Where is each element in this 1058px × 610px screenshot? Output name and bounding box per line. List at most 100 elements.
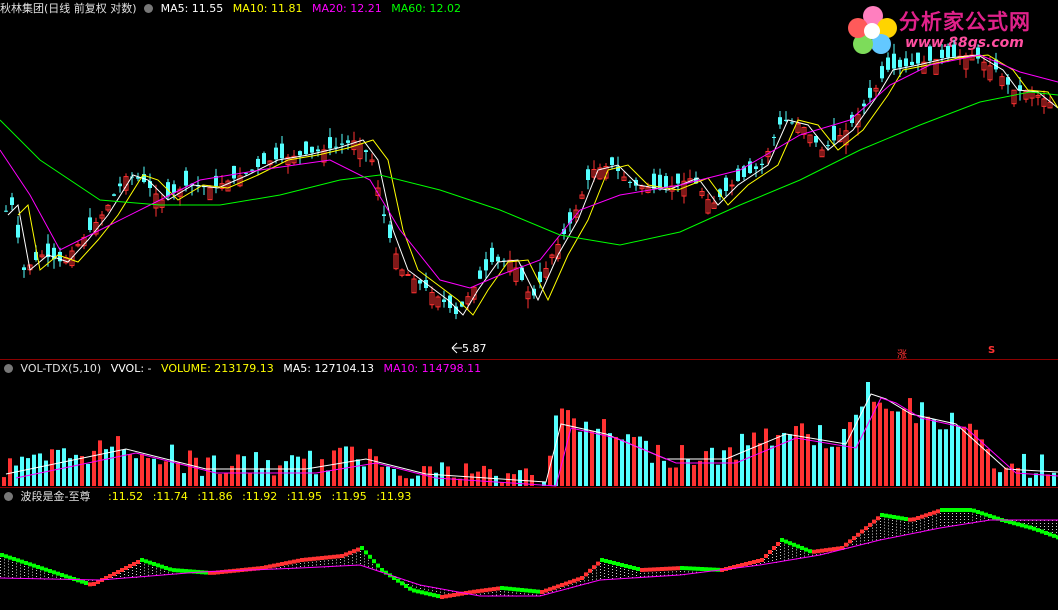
candle-body — [484, 259, 488, 271]
wave-step — [512, 587, 516, 592]
wave-fill-dot — [936, 523, 937, 525]
wave-title[interactable]: 波段是金-至尊 — [20, 490, 91, 503]
wave-fill-dot — [1056, 532, 1057, 533]
wave-fill-dot — [648, 572, 649, 574]
settings-icon[interactable] — [4, 491, 13, 501]
wave-fill-dot — [596, 578, 597, 580]
wave-fill-dot — [4, 574, 5, 576]
wave-fill-dot — [792, 550, 793, 552]
wave-fill-dot — [936, 514, 937, 516]
volume-bar — [290, 455, 294, 486]
wave-step — [624, 564, 628, 568]
wave-fill-dot — [140, 563, 141, 564]
wave-fill-dot — [24, 572, 25, 573]
wave-step — [812, 549, 816, 554]
volume-bar — [674, 467, 678, 486]
wave-fill-dot — [620, 568, 621, 569]
candle-body — [549, 254, 555, 259]
vol-title[interactable]: VOL-TDX(5,10) — [20, 362, 102, 375]
wave-fill-dot — [676, 574, 677, 576]
candle-body — [921, 61, 927, 74]
wave-step — [796, 544, 800, 549]
settings-icon[interactable] — [4, 363, 13, 373]
s-marker: S — [988, 345, 996, 356]
wave-fill-dot — [612, 566, 613, 567]
wave-fill-dot — [880, 530, 881, 531]
candle-body — [184, 170, 188, 186]
wave-fill-dot — [320, 561, 321, 562]
wave-fill-dot — [948, 522, 949, 523]
wave-fill-dot — [500, 591, 501, 592]
wave-step — [248, 567, 252, 572]
wave-fill-dot — [800, 557, 801, 558]
volume-bar — [518, 470, 522, 486]
volume-bar — [320, 459, 324, 486]
candle-body — [177, 188, 183, 197]
wave-fill-dot — [8, 566, 9, 568]
wave-step — [1028, 525, 1032, 530]
candle-body — [490, 247, 494, 262]
ma10-value: MA10: 11.81 — [232, 2, 303, 15]
wave-fill-dot — [348, 561, 349, 563]
candle-body — [298, 151, 302, 156]
wave-step — [884, 513, 888, 518]
wave-fill-dot — [308, 565, 309, 567]
wave-step — [596, 561, 600, 566]
logo-url: www.88gs.com — [905, 35, 1024, 51]
wave-step — [552, 585, 556, 590]
wave-step — [440, 595, 444, 599]
candle-body — [658, 174, 662, 190]
wave-fill-dot — [776, 559, 777, 560]
volume-bar — [68, 458, 72, 486]
candle-body — [1023, 90, 1029, 100]
wave-fill-dot — [16, 572, 17, 574]
candle-body — [478, 270, 482, 279]
wave-step — [32, 563, 36, 568]
price-candlestick-chart[interactable] — [0, 0, 1058, 358]
candle-body — [586, 169, 590, 180]
volume-bar — [350, 446, 354, 486]
wave-fill-dot — [644, 575, 645, 577]
candle-body — [591, 169, 597, 178]
settings-icon[interactable] — [144, 3, 154, 13]
wave-step — [432, 593, 436, 598]
wave-fill-dot — [172, 573, 173, 575]
candle-body — [705, 199, 711, 214]
wave-step — [112, 572, 116, 576]
wave-value: :11.52 — [107, 490, 144, 503]
wave-step — [224, 569, 228, 574]
wave-panel-header: 波段是金-至尊 :11.52 :11.74 :11.86 :11.92 :11.… — [0, 488, 417, 506]
volume-bar — [230, 465, 234, 486]
volume-bar — [1052, 472, 1056, 486]
wave-step — [380, 568, 384, 572]
wave-fill-dot — [36, 570, 37, 571]
wave-fill-dot — [896, 523, 897, 525]
wave-step — [548, 587, 552, 592]
wave-fill-dot — [556, 589, 557, 591]
wave-fill-dot — [780, 543, 781, 544]
wave-step — [16, 558, 20, 563]
stock-title[interactable]: 秋林集团(日线 前复权 对数) — [0, 2, 137, 15]
wave-fill-dot — [656, 575, 657, 577]
wave-step — [448, 593, 452, 598]
wave-fill-dot — [680, 571, 681, 572]
wave-fill-dot — [32, 574, 33, 576]
candle-body — [765, 151, 771, 158]
wave-step — [452, 593, 456, 597]
logo-text: 分析家公式网 — [899, 10, 1031, 34]
wave-fill-dot — [684, 571, 685, 573]
wave-step — [184, 569, 188, 574]
wave-fill-dot — [788, 546, 789, 548]
wave-step — [1012, 521, 1016, 526]
volume-bar — [692, 464, 696, 486]
volume-bar — [716, 464, 720, 486]
wave-fill-dot — [152, 573, 153, 574]
wave-step — [580, 576, 584, 580]
wave-fill-dot — [864, 531, 865, 533]
wave-fill-dot — [40, 571, 41, 573]
wave-fill-dot — [616, 567, 617, 568]
candle-body — [886, 57, 890, 70]
